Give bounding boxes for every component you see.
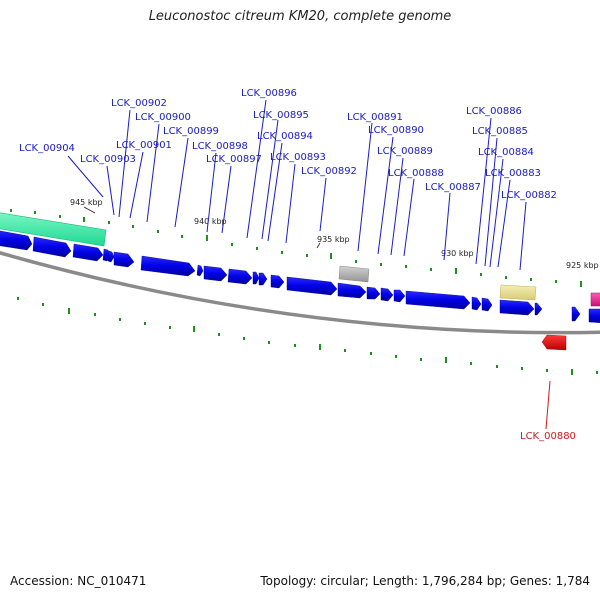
label-connector-red xyxy=(545,380,551,430)
gene-arrow xyxy=(588,308,600,323)
gene-label: LCK_00892 xyxy=(301,166,357,177)
gene-arrow xyxy=(366,286,381,300)
kbp-label: 930 kbp xyxy=(441,249,474,258)
inner-tick-track xyxy=(17,297,598,375)
gene-label: LCK_00887 xyxy=(425,182,481,193)
label-connectors xyxy=(67,99,527,271)
gene-label: LCK_00900 xyxy=(135,112,191,123)
gene-arrow xyxy=(140,255,196,277)
gene-arrow xyxy=(203,265,228,282)
gene-label: LCK_00883 xyxy=(485,168,541,179)
gene-arrow xyxy=(252,271,260,285)
gene-arrow xyxy=(72,243,104,262)
gene-arrow xyxy=(286,276,338,296)
gene-label: LCK_00904 xyxy=(19,143,75,154)
gene-arrow xyxy=(258,272,268,286)
gene-arrow xyxy=(196,264,204,277)
gene-label: LCK_00901 xyxy=(116,140,172,151)
gene-label: LCK_00884 xyxy=(478,147,534,158)
yellow-feature xyxy=(499,284,537,301)
gene-arrow xyxy=(471,296,482,311)
gene-label: LCK_00885 xyxy=(472,126,528,137)
gene-arrow xyxy=(32,236,72,258)
kbp-scale: 945 kbp 940 kbp 935 kbp 930 kbp 925 kbp xyxy=(70,198,599,270)
gene-arrow xyxy=(337,282,367,299)
gene-label: LCK_00882 xyxy=(501,190,557,201)
gene-labels: LCK_00904 LCK_00903 LCK_00902 LCK_00901 … xyxy=(19,88,576,442)
gene-label: LCK_00889 xyxy=(377,146,433,157)
kbp-label: 935 kbp xyxy=(317,235,350,244)
kbp-label: 945 kbp xyxy=(70,198,103,207)
gene-arrow xyxy=(405,290,471,310)
reverse-gene-arrow xyxy=(541,334,567,351)
outer-tick-track xyxy=(10,209,582,287)
gene-label: LCK_00899 xyxy=(163,126,219,137)
gene-label: LCK_00897 xyxy=(206,154,262,165)
gene-arrow xyxy=(270,274,285,289)
grey-feature xyxy=(338,265,370,283)
accession-text: Accession: NC_010471 xyxy=(10,574,147,588)
gene-label: LCK_00888 xyxy=(388,168,444,179)
gene-label: LCK_00893 xyxy=(270,152,326,163)
gene-label: LCK_00886 xyxy=(466,106,522,117)
genome-title: Leuconostoc citreum KM20, complete genom… xyxy=(148,9,452,24)
kbp-label: 925 kbp xyxy=(566,261,599,270)
gene-arrow xyxy=(227,268,253,285)
gene-label: LCK_00895 xyxy=(253,110,309,121)
gene-label: LCK_00891 xyxy=(347,112,403,123)
gene-arrow xyxy=(380,287,394,302)
gene-label: LCK_00896 xyxy=(241,88,297,99)
gene-arrow xyxy=(571,306,581,322)
gene-label: LCK_00902 xyxy=(111,98,167,109)
gene-label: LCK_00894 xyxy=(257,131,313,142)
forward-genes xyxy=(0,230,600,323)
gene-label: LCK_00903 xyxy=(80,154,136,165)
rrna-feature xyxy=(0,212,107,247)
gene-arrow xyxy=(393,289,406,303)
gene-arrow xyxy=(113,251,135,268)
gene-arrow xyxy=(534,302,543,316)
gene-arrow xyxy=(0,230,33,251)
gene-arrow xyxy=(499,299,535,316)
kbp-label: 940 kbp xyxy=(194,217,227,226)
genome-summary-text: Topology: circular; Length: 1,796,284 bp… xyxy=(260,574,590,588)
gene-label: LCK_00880 xyxy=(520,431,576,442)
magenta-feature xyxy=(590,292,600,307)
genome-backbone xyxy=(0,251,600,335)
gene-arrow xyxy=(107,250,115,263)
gene-label: LCK_00890 xyxy=(368,125,424,136)
gene-arrow xyxy=(481,297,493,312)
gene-label: LCK_00898 xyxy=(192,141,248,152)
